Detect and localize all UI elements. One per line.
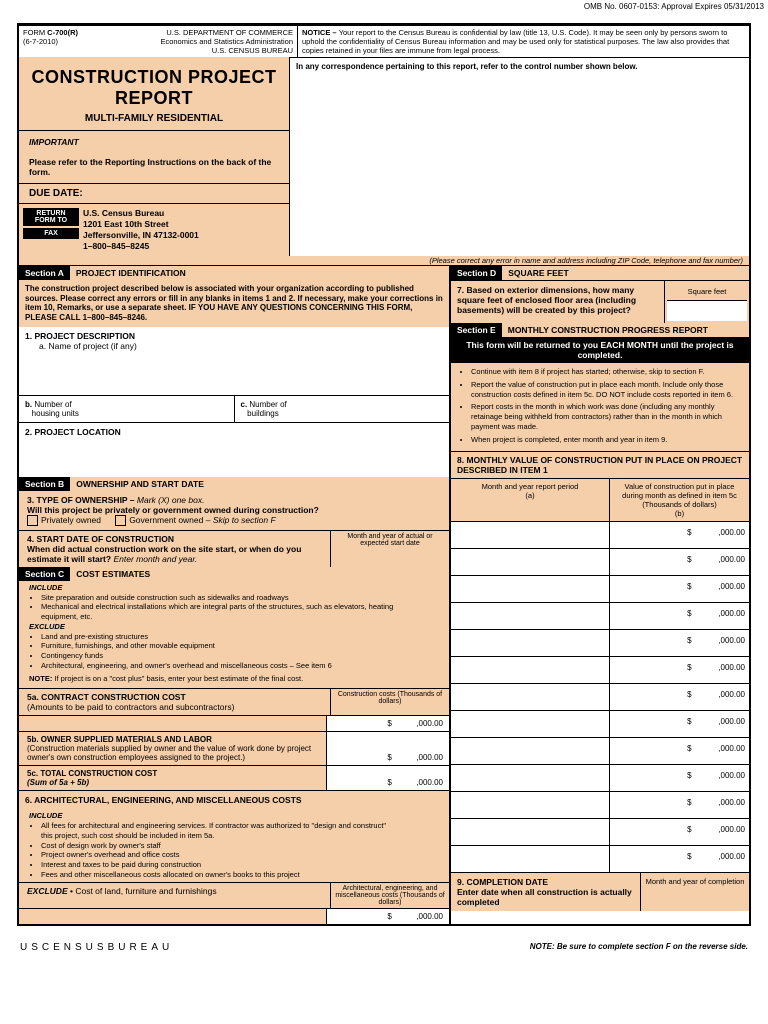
due-date: DUE DATE: <box>19 183 289 203</box>
intro-text: The construction project described below… <box>19 280 449 326</box>
government-owned-checkbox[interactable] <box>115 515 126 526</box>
monthly-banner: This form will be returned to you EACH M… <box>451 337 749 363</box>
correction-note: (Please correct any error in name and ad… <box>19 256 749 265</box>
form-number-box: FORM C-700(R) U.S. DEPARTMENT OF COMMERC… <box>19 26 298 57</box>
correspondence-box: In any correspondence pertaining to this… <box>290 57 749 256</box>
notice-text: NOTICE – Your report to the Census Burea… <box>298 26 749 57</box>
form-title: CONSTRUCTION PROJECT REPORT <box>31 67 277 109</box>
footer-note: NOTE: Be sure to complete section F on t… <box>530 942 748 953</box>
return-address: U.S. Census Bureau1201 East 10th StreetJ… <box>79 208 199 252</box>
form-page: FORM C-700(R) U.S. DEPARTMENT OF COMMERC… <box>17 23 751 926</box>
omb-number: OMB No. 0607-0153: Approval Expires 05/3… <box>0 0 768 11</box>
return-label: RETURN FORM TO <box>23 208 79 226</box>
fax-label: FAX <box>23 228 79 239</box>
privately-owned-checkbox[interactable] <box>27 515 38 526</box>
form-subtitle: MULTI-FAMILY RESIDENTIAL <box>31 113 277 124</box>
footer-bureau: USCENSUSBUREAU <box>20 942 173 953</box>
